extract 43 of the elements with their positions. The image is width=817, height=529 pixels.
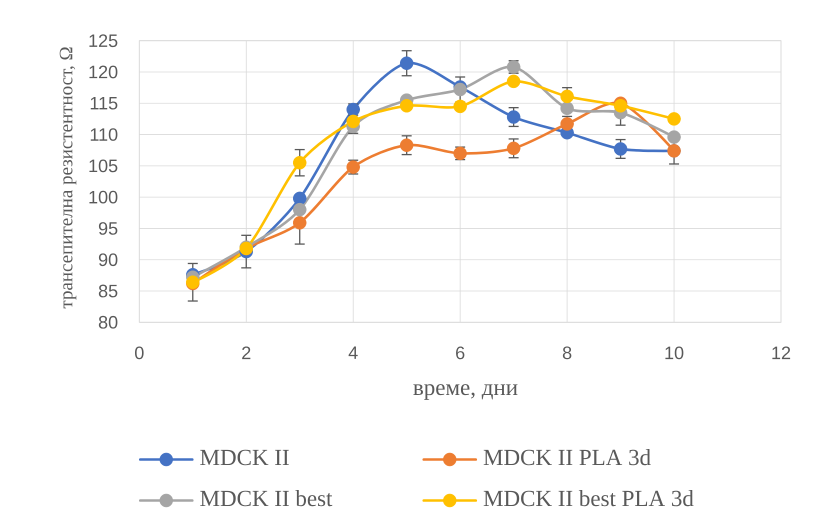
point [614,142,628,156]
y-tick-label: 85 [98,284,118,298]
point [292,156,306,170]
legend-label: MDCK II [200,450,289,466]
x-tick-label: 0 [135,346,144,360]
y-tick-label: 90 [98,253,118,266]
point [346,114,360,128]
point [292,192,306,206]
point [506,142,520,156]
y-tick-label: 105 [89,159,118,172]
point [667,112,681,126]
point [400,138,414,152]
point [292,216,306,230]
point [667,130,681,144]
y-tick-label: 125 [89,34,118,48]
point [560,90,574,104]
y-tick-label: 115 [90,96,118,110]
x-tick-label: 12 [772,346,790,360]
x-axis-title: време, дни [413,384,518,400]
point [560,117,574,131]
y-tick-label: 100 [89,190,118,204]
x-tick-label: 4 [348,346,358,359]
point [614,99,628,113]
x-tick-label: 10 [665,346,684,360]
legend-label: MDCK II best [200,490,332,506]
point [400,99,414,113]
point [506,110,520,124]
legend-label: MDCK II best PLA 3d [484,490,694,506]
y-tick-label: 95 [98,222,118,235]
y-tick-label: 120 [89,66,118,78]
x-tick-label: 2 [242,346,250,360]
point [506,74,520,88]
point [453,82,467,96]
x-tick-label: 8 [562,346,572,360]
point [560,102,574,116]
x-tick-label: 6 [456,346,464,360]
y-tick-label: 110 [90,128,118,141]
point [400,56,414,70]
point [292,202,306,216]
point [453,100,467,114]
y-tick-label: 80 [98,316,118,329]
y-axis-title: трансепителна резистентност, Ω [60,47,76,308]
legend-label: MDCK II PLA 3d [484,449,651,466]
